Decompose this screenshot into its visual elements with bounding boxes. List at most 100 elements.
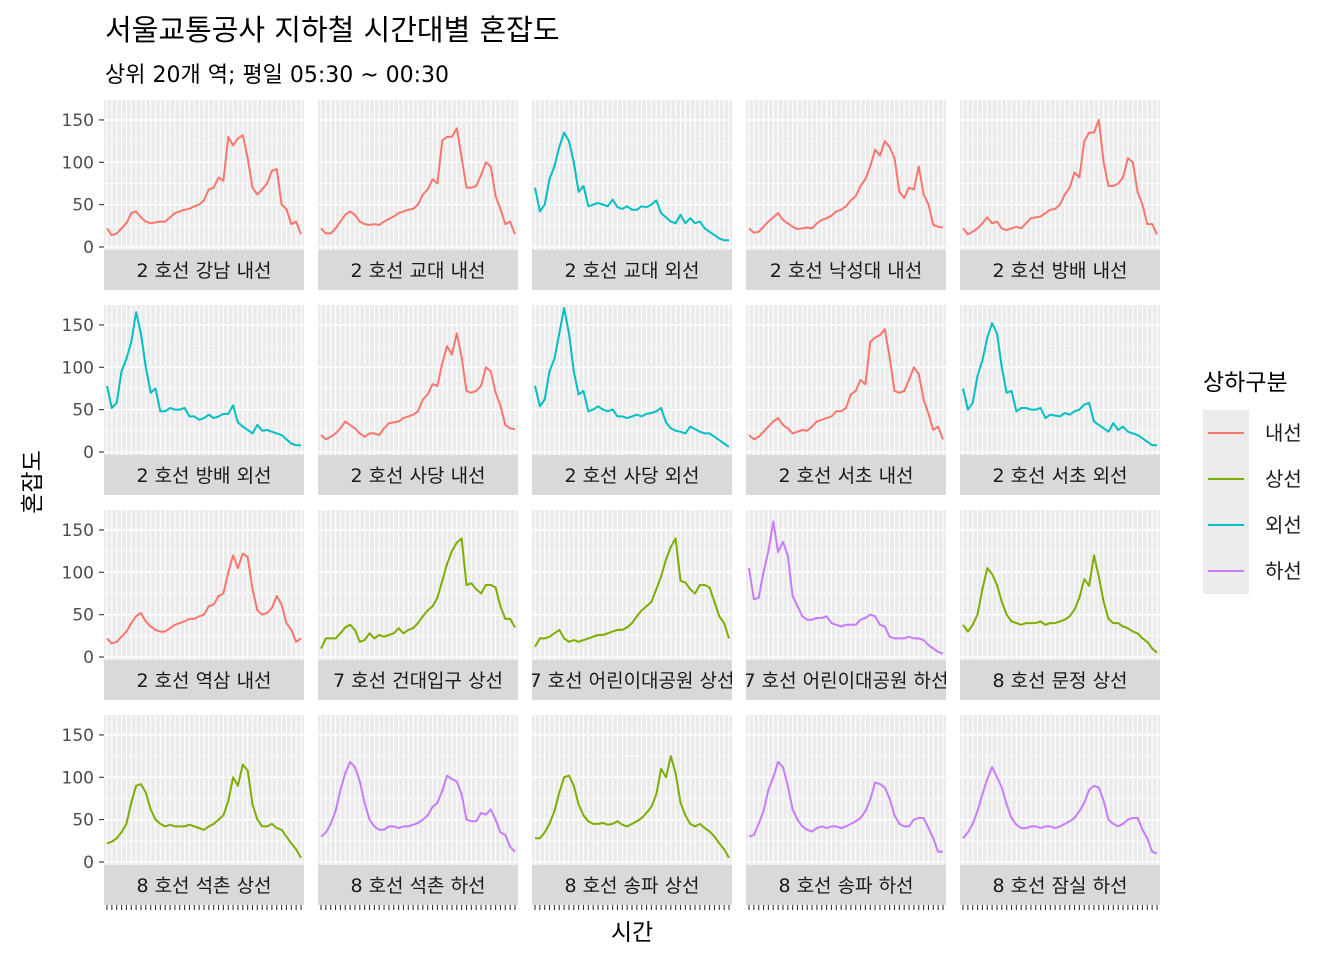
- facet-panel: 8 호선 석촌 상선 0 50 100 150: [62, 715, 304, 910]
- series-line-상선: [962, 554, 1158, 654]
- y-tick-label: 100: [62, 563, 94, 583]
- facet-label: 8 호선 잠실 하선: [992, 875, 1127, 897]
- series-line-상선: [106, 763, 302, 859]
- y-tick-label: 50: [72, 606, 94, 626]
- y-tick-label: 150: [62, 521, 94, 541]
- facet-label: 2 호선 강남 내선: [136, 260, 271, 282]
- chart-subtitle: 상위 20개 역; 평일 05:30 ~ 00:30: [105, 63, 449, 88]
- facet-panel: 2 호선 사당 내선: [318, 305, 518, 495]
- series-line-하선: [320, 761, 516, 853]
- facet-label: 2 호선 방배 외선: [136, 465, 271, 487]
- facet-strip: [960, 455, 1160, 495]
- facet-strip: [532, 865, 732, 905]
- facet-panel: 2 호선 역삼 내선 0 50 100 150: [62, 510, 304, 700]
- facet-label: 2 호선 서초 외선: [992, 465, 1127, 487]
- facet-label: 2 호선 역삼 내선: [136, 670, 271, 692]
- facet-label: 8 호선 송파 상선: [564, 875, 699, 897]
- facet-strip: [104, 250, 304, 290]
- facet-label: 2 호선 교대 내선: [350, 260, 485, 282]
- series-line-내선: [106, 552, 302, 645]
- facet-strip: [318, 660, 518, 700]
- legend-item: 내선: [1203, 410, 1302, 456]
- series-line-외선: [534, 131, 729, 242]
- series-line-상선: [535, 755, 730, 859]
- facet-label: 2 호선 교대 외선: [564, 260, 699, 282]
- facet-panel: 8 호선 석촌 하선: [318, 715, 518, 910]
- facet-strip: [104, 455, 304, 495]
- y-tick-label: 50: [72, 811, 94, 831]
- facet-strip: [318, 250, 518, 290]
- facet-panel: 8 호선 송파 하선: [746, 715, 946, 910]
- facet-panel: 2 호선 서초 내선: [746, 305, 946, 495]
- facet-strip: [746, 250, 946, 290]
- series-line-내선: [962, 118, 1158, 236]
- series-line-하선: [748, 761, 943, 853]
- facet-panel: 7 호선 어린이대공원 하선: [746, 510, 946, 700]
- series-line-내선: [320, 127, 516, 235]
- series-line-내선: [106, 134, 302, 237]
- facet-strip: [960, 250, 1160, 290]
- legend-item: 상선: [1203, 456, 1302, 502]
- series-line-상선: [534, 537, 730, 648]
- series-line-외선: [534, 307, 730, 448]
- facet-strip: [318, 865, 518, 905]
- facet-strip: [532, 660, 732, 700]
- facet-panel: 2 호선 방배 내선: [960, 100, 1160, 290]
- legend-item: 외선: [1203, 502, 1302, 548]
- facet-label: 2 호선 낙성대 내선: [770, 260, 923, 282]
- facet-panels: 2 호선 강남 내선 0 50 100 150 2 호선 교대 내선 2 호선 교대 외선 2…: [62, 100, 1160, 910]
- chart-title: 서울교통공사 지하철 시간대별 혼잡도: [105, 13, 560, 47]
- legend-label: 하선: [1265, 559, 1302, 583]
- facet-label: 7 호선 어린이대공원 상선: [529, 670, 734, 692]
- facet-strip: [104, 865, 304, 905]
- y-tick-label: 100: [62, 358, 94, 378]
- series-line-하선: [962, 766, 1158, 855]
- facet-strip: [746, 455, 946, 495]
- facet-label: 8 호선 석촌 하선: [350, 875, 485, 897]
- y-tick-label: 150: [62, 316, 94, 336]
- series-line-상선: [320, 537, 516, 649]
- facet-panel: 2 호선 교대 외선: [532, 100, 732, 290]
- y-tick-label: 150: [62, 726, 94, 746]
- y-tick-label: 0: [83, 443, 94, 463]
- legend-label: 상선: [1265, 467, 1302, 491]
- y-tick-label: 100: [62, 768, 94, 788]
- facet-label: 2 호선 사당 외선: [564, 465, 699, 487]
- facet-panel: 2 호선 서초 외선: [960, 305, 1160, 495]
- y-tick-label: 0: [83, 648, 94, 668]
- facet-panel: 2 호선 강남 내선 0 50 100 150: [62, 100, 304, 290]
- facet-strip: [746, 865, 946, 905]
- facet-strip: [960, 660, 1160, 700]
- series-line-외선: [106, 311, 301, 447]
- facet-label: 8 호선 문정 상선: [992, 670, 1127, 692]
- facet-strip: [960, 865, 1160, 905]
- legend-label: 내선: [1265, 421, 1302, 445]
- legend-label: 외선: [1265, 513, 1302, 537]
- x-axis-label: 시간: [611, 920, 653, 946]
- facet-strip: [532, 250, 732, 290]
- facet-strip: [532, 455, 732, 495]
- series-line-하선: [748, 520, 944, 655]
- facet-label: 2 호선 방배 내선: [992, 260, 1127, 282]
- legend-title: 상하구분: [1203, 370, 1288, 396]
- series-line-외선: [962, 322, 1157, 447]
- y-tick-label: 0: [83, 238, 94, 258]
- facet-label: 2 호선 사당 내선: [350, 465, 485, 487]
- facet-strip: [746, 660, 946, 700]
- facet-label: 8 호선 석촌 상선: [136, 875, 271, 897]
- facet-strip: [104, 660, 304, 700]
- y-tick-label: 100: [62, 153, 94, 173]
- facet-panel: 8 호선 문정 상선: [960, 510, 1160, 700]
- facet-panel: 8 호선 잠실 하선: [960, 715, 1160, 910]
- facet-strip: [318, 455, 518, 495]
- series-line-내선: [748, 328, 944, 441]
- series-line-내선: [320, 332, 516, 441]
- facet-panel: 2 호선 낙성대 내선: [746, 100, 946, 290]
- facet-label: 8 호선 송파 하선: [778, 875, 913, 897]
- facet-label: 7 호선 건대입구 상선: [333, 670, 503, 692]
- y-tick-label: 0: [83, 853, 94, 873]
- facet-panel: 2 호선 사당 외선: [532, 305, 732, 495]
- facet-panel: 2 호선 방배 외선 0 50 100 150: [62, 305, 304, 495]
